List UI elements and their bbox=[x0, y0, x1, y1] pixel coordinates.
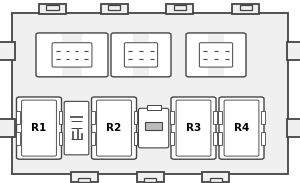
Bar bbox=[46, 5, 58, 10]
FancyBboxPatch shape bbox=[176, 100, 211, 156]
Bar bbox=[91, 111, 94, 124]
Bar bbox=[174, 5, 186, 10]
Bar bbox=[62, 67, 82, 76]
Bar bbox=[0, 119, 15, 137]
Bar bbox=[208, 67, 224, 76]
Bar bbox=[232, 4, 260, 14]
Bar bbox=[58, 111, 62, 124]
Bar bbox=[144, 178, 156, 182]
Bar bbox=[70, 172, 98, 182]
Bar bbox=[170, 111, 174, 124]
FancyBboxPatch shape bbox=[186, 33, 246, 77]
Bar bbox=[58, 132, 62, 145]
Bar bbox=[39, 4, 66, 14]
Bar bbox=[133, 34, 149, 42]
Bar bbox=[147, 105, 160, 110]
Bar bbox=[91, 132, 94, 145]
FancyBboxPatch shape bbox=[219, 97, 264, 159]
Bar bbox=[202, 172, 230, 182]
Text: R2: R2 bbox=[106, 123, 122, 133]
Bar bbox=[78, 178, 90, 182]
Bar bbox=[261, 111, 265, 124]
Bar bbox=[16, 132, 20, 145]
FancyBboxPatch shape bbox=[22, 100, 56, 156]
Bar bbox=[208, 34, 224, 42]
Bar bbox=[134, 132, 137, 145]
Bar bbox=[213, 111, 217, 124]
FancyBboxPatch shape bbox=[199, 43, 233, 67]
FancyBboxPatch shape bbox=[97, 100, 131, 156]
Bar bbox=[136, 172, 164, 182]
Bar bbox=[108, 5, 120, 10]
Bar bbox=[12, 13, 288, 174]
FancyBboxPatch shape bbox=[52, 43, 92, 67]
Bar bbox=[286, 119, 300, 137]
Bar bbox=[100, 4, 127, 14]
FancyBboxPatch shape bbox=[171, 97, 216, 159]
Bar bbox=[218, 132, 222, 145]
Bar bbox=[16, 111, 20, 124]
FancyBboxPatch shape bbox=[124, 43, 158, 67]
Bar bbox=[167, 4, 194, 14]
Bar bbox=[62, 34, 82, 42]
Bar bbox=[210, 178, 222, 182]
FancyBboxPatch shape bbox=[64, 101, 89, 155]
Bar bbox=[261, 132, 265, 145]
Bar bbox=[240, 5, 252, 10]
Bar bbox=[133, 67, 149, 76]
FancyBboxPatch shape bbox=[224, 100, 259, 156]
Bar bbox=[218, 111, 222, 124]
FancyBboxPatch shape bbox=[92, 97, 136, 159]
FancyBboxPatch shape bbox=[111, 33, 171, 77]
Bar bbox=[134, 111, 137, 124]
FancyBboxPatch shape bbox=[36, 33, 108, 77]
Text: R1: R1 bbox=[32, 123, 46, 133]
Bar bbox=[0, 42, 15, 60]
Bar bbox=[170, 132, 174, 145]
Bar bbox=[286, 42, 300, 60]
Text: R3: R3 bbox=[186, 123, 201, 133]
Text: R4: R4 bbox=[234, 123, 249, 133]
Bar bbox=[213, 132, 217, 145]
FancyBboxPatch shape bbox=[139, 108, 169, 148]
Bar bbox=[145, 122, 162, 130]
FancyBboxPatch shape bbox=[16, 97, 62, 159]
